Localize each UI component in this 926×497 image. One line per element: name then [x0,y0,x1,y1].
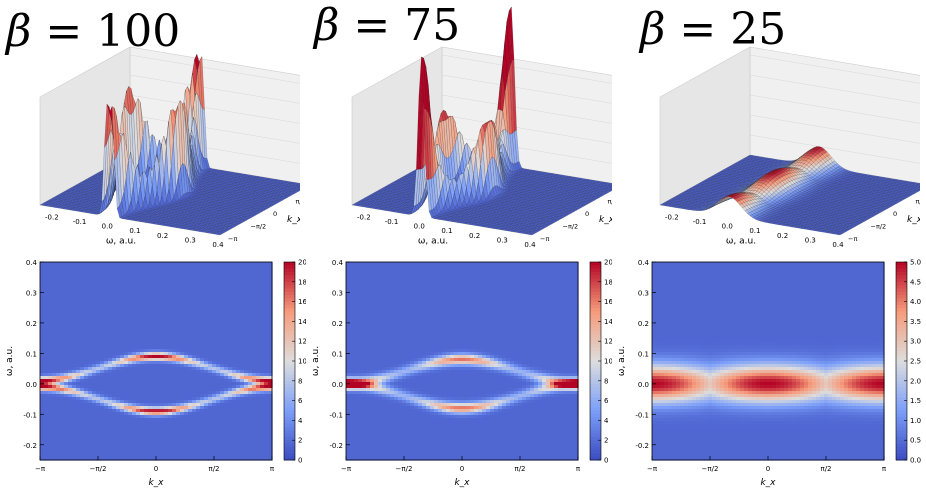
x-tick-label: -0.2 [45,213,59,221]
surface-panel-beta-100: -0.2 -0.1 0.0 0.1 0.2 0.3 0.4 ω, a.u. −π −π/2 0 π/2… [0,0,300,250]
y-tick-label: π/2 [296,198,301,206]
y-tick-label: −π [228,235,237,243]
surface-panel-beta-75: -0.2-0.10.00.10.20.30.4ω, a.u.−π−π/20π/2… [312,0,612,250]
x-tick-label: -0.1 [73,218,87,226]
x-tick-label: 0.1 [129,227,140,235]
title-symbol: β [6,6,31,57]
x-axis-label: ω, a.u. [106,237,136,247]
x-tick-label: 0.3 [185,236,196,244]
x-tick-label: 0.2 [157,232,168,240]
x-tick-label: 0.4 [212,241,224,249]
title-value: 100 [96,6,180,57]
plot-title-beta-100: β = 100 [6,10,180,54]
y-tick-label: 0 [273,210,277,218]
y-tick-label: −π/2 [251,223,267,231]
y-axis-label: k_x [287,215,300,225]
x-tick-label: 0.0 [102,223,113,231]
